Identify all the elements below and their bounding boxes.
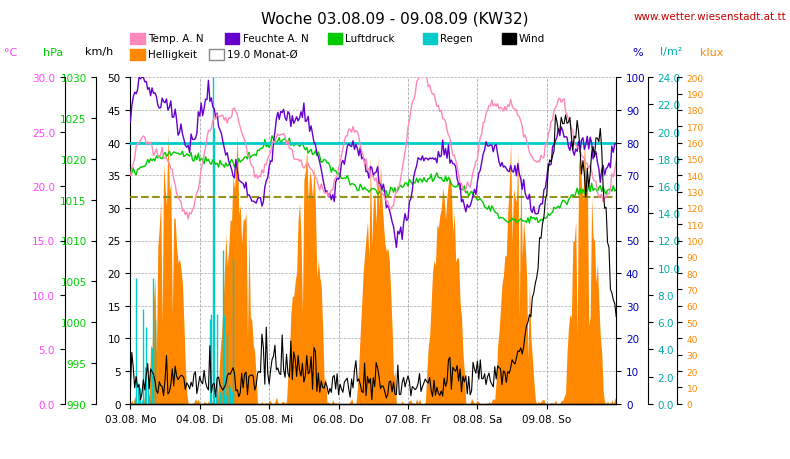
- Text: %: %: [632, 47, 642, 57]
- Text: Temp. A. N: Temp. A. N: [148, 34, 203, 44]
- Text: Regen: Regen: [440, 34, 472, 44]
- Text: klux: klux: [700, 47, 724, 57]
- Text: Luftdruck: Luftdruck: [345, 34, 395, 44]
- Text: Feuchte A. N: Feuchte A. N: [243, 34, 308, 44]
- Text: hPa: hPa: [43, 47, 64, 57]
- Text: www.wetter.wiesenstadt.at.tt: www.wetter.wiesenstadt.at.tt: [634, 11, 786, 22]
- Text: 19.0 Monat-Ø: 19.0 Monat-Ø: [227, 50, 298, 60]
- Text: Wind: Wind: [519, 34, 545, 44]
- Text: l/m²: l/m²: [660, 47, 682, 57]
- Text: °C: °C: [4, 47, 17, 57]
- Text: Helligkeit: Helligkeit: [148, 50, 197, 60]
- Text: Woche 03.08.09 - 09.08.09 (KW32): Woche 03.08.09 - 09.08.09 (KW32): [261, 11, 529, 27]
- Text: km/h: km/h: [85, 47, 114, 57]
